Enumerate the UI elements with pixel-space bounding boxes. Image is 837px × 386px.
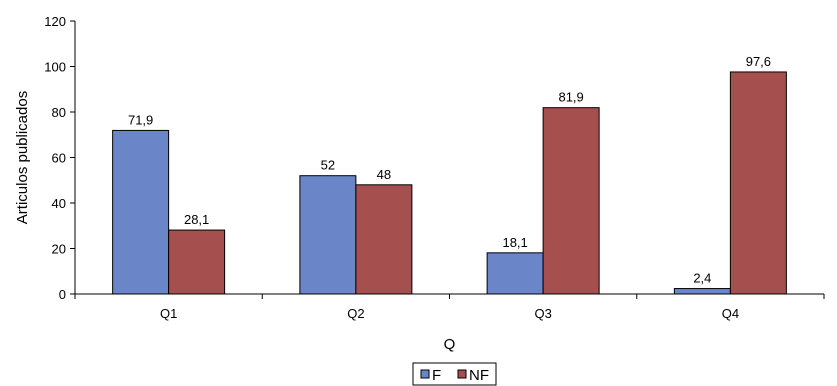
bar-f-q1 bbox=[112, 129, 170, 295]
x-tick-label: Q3 bbox=[534, 306, 551, 321]
data-label: 81,9 bbox=[558, 90, 583, 105]
x-axis-ticks: Q1 Q2 Q3 Q4 bbox=[74, 294, 825, 321]
bar-nf-q2 bbox=[355, 184, 413, 295]
bar-f-q2 bbox=[299, 175, 357, 295]
data-label: 52 bbox=[321, 158, 335, 173]
y-tick-label: 60 bbox=[52, 151, 66, 166]
bar-f-q3 bbox=[486, 252, 544, 295]
y-tick-label: 100 bbox=[44, 60, 66, 75]
legend-swatch-nf bbox=[457, 369, 467, 379]
y-tick-label: 0 bbox=[59, 287, 66, 302]
bar-nf-q3 bbox=[542, 107, 600, 295]
data-label: 28,1 bbox=[184, 212, 209, 227]
x-tick-label: Q2 bbox=[347, 306, 364, 321]
data-label: 71,9 bbox=[128, 112, 153, 127]
data-label: 97,6 bbox=[746, 54, 771, 69]
x-tick-label: Q4 bbox=[722, 306, 739, 321]
legend-label-f: F bbox=[432, 367, 441, 384]
legend-swatch-f bbox=[420, 369, 430, 379]
data-label: 18,1 bbox=[502, 235, 527, 250]
bars: 71,9 28,1 52 48 18,1 81,9 2,4 97,6 bbox=[112, 54, 787, 295]
y-tick-label: 20 bbox=[52, 242, 66, 257]
y-tick-label: 80 bbox=[52, 105, 66, 120]
legend-label-nf: NF bbox=[469, 367, 489, 384]
y-tick-label: 40 bbox=[52, 196, 66, 211]
y-tick-label: 120 bbox=[44, 14, 66, 29]
legend: F NF bbox=[412, 362, 497, 386]
bar-nf-q1 bbox=[168, 229, 226, 295]
legend-box bbox=[412, 362, 497, 386]
data-label: 2,4 bbox=[693, 271, 711, 286]
x-tick-label: Q1 bbox=[160, 306, 177, 321]
bar-nf-q4 bbox=[729, 71, 787, 295]
x-axis-title: Q bbox=[444, 336, 456, 353]
bar-f-q4 bbox=[673, 288, 731, 295]
y-axis-title: Articulos publicados bbox=[14, 91, 31, 224]
y-axis-ticks: 0 20 40 60 80 100 120 bbox=[44, 14, 75, 302]
data-label: 48 bbox=[377, 167, 391, 182]
